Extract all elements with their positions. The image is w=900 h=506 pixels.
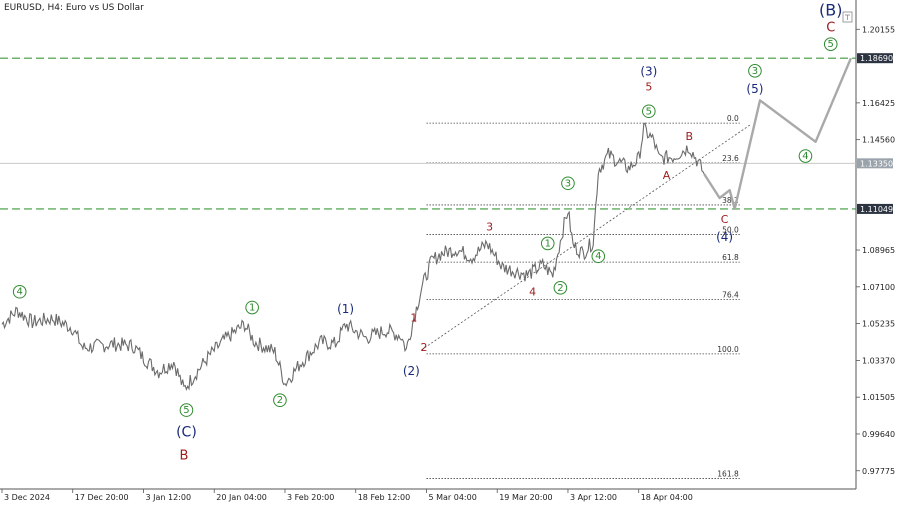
wave-labels: (B)C53(5)4(3)55BAC(4)31243412(2)(1)1245(…: [12, 1, 842, 463]
key-level-badge: [857, 53, 893, 64]
wave-label-circle: [12, 284, 27, 299]
wave-label-circle: [823, 37, 838, 51]
wave-label-circle: [245, 300, 259, 315]
fib-label: 50.0: [722, 226, 739, 235]
time-axis: 3 Dec 2024 17 Dec 20:00 3 Jan 12:00 20 Jan …: [1, 489, 693, 502]
wave-label-circle: [642, 104, 656, 119]
wave-label: 2: [277, 395, 283, 406]
y-tick-label: 1.03370: [862, 356, 895, 365]
wave-label: C: [826, 20, 835, 35]
wave-label-circle: [748, 64, 762, 78]
y-tick-label: 1.07100: [862, 283, 895, 292]
wave-label: (B): [819, 1, 842, 20]
wave-label: 5: [183, 405, 189, 416]
x-tick-label: 3 Apr 12:00: [570, 493, 617, 502]
wave-label: (C): [176, 424, 197, 440]
wave-label-circle: [591, 249, 606, 264]
wave-label: (2): [403, 364, 420, 378]
current-price-badge-label: 1.13350: [860, 159, 893, 168]
fib-label: 100.0: [717, 345, 739, 354]
wave-label: 5: [828, 39, 834, 50]
projection-line: [703, 57, 853, 211]
wave-label: (4): [716, 230, 733, 244]
wave-label: (1): [337, 302, 354, 316]
y-tick-label: 0.97775: [862, 467, 895, 476]
price-series: [1, 122, 705, 391]
wave-label: (5): [746, 82, 763, 96]
current-price-badge: [857, 158, 893, 169]
wave-label: 4: [529, 286, 536, 299]
x-tick-label: 3 Jan 12:00: [145, 493, 191, 502]
wave-label-circle: [179, 403, 194, 417]
wave-label: 3: [752, 66, 758, 77]
fib-label: 161.8: [717, 470, 739, 479]
wave-label: 1: [249, 303, 255, 314]
wave-label: 1: [545, 238, 551, 249]
key-level-badge: [857, 203, 893, 214]
wave-label: 2: [420, 341, 427, 354]
wave-label: 1: [410, 311, 417, 324]
wave-label: (3): [640, 64, 657, 78]
x-tick-label: 3 Dec 2024: [4, 493, 50, 502]
wave-label: 4: [16, 287, 22, 298]
y-tick-label: 1.05235: [862, 320, 895, 329]
price-line: [1, 122, 705, 391]
x-tick-label: 18 Apr 04:00: [641, 493, 693, 502]
wave-label-circle: [273, 393, 287, 408]
fib-label: 76.4: [722, 291, 739, 300]
y-tick-label: 1.20155: [862, 25, 895, 34]
y-tick-label: 0.99640: [862, 430, 895, 439]
key-level-badge-label: 1.18690: [860, 54, 893, 63]
price-axis: 1.20155 1.16425 1.14560 1.08965 1.07100 1.052…: [856, 25, 895, 476]
wave-label: 3: [565, 178, 571, 189]
key-level-badge-label: 1.11049: [860, 205, 893, 214]
fib-label: 38.2: [722, 196, 739, 205]
x-tick-label: 18 Feb 12:00: [358, 493, 410, 502]
x-tick-label: 3 Feb 20:00: [287, 493, 334, 502]
wave-label: 5: [646, 106, 652, 117]
y-tick-label: 1.14560: [862, 136, 895, 145]
wave-label: B: [179, 448, 188, 463]
wave-label: 5: [645, 81, 652, 94]
wave-label-circle: [561, 176, 575, 191]
key-levels: [0, 57, 856, 210]
x-tick-label: 20 Jan 04:00: [216, 493, 267, 502]
wave-label: C: [721, 213, 729, 226]
wave-label: 2: [557, 283, 563, 294]
wave-label: 3: [486, 221, 493, 234]
wave-label-circle: [540, 236, 555, 251]
wave-label: B: [685, 130, 693, 143]
window-list-icon[interactable]: [842, 11, 853, 23]
fib-label: 61.8: [722, 253, 739, 262]
symbol-info: EURUSD, H4: Euro vs US Dollar: [4, 3, 144, 13]
wave-label-circle: [798, 149, 813, 163]
wave-label-circle: [553, 280, 568, 295]
y-tick-label: 1.08965: [862, 246, 895, 255]
fibonacci-levels: 0.0 23.6 38.2 50.0 61.8 76.4 100.0 161.8: [426, 114, 740, 479]
x-tick-label: 5 Mar 04:00: [428, 493, 476, 502]
y-tick-label: 1.16425: [862, 99, 895, 108]
x-tick-label: 19 Mar 20:00: [499, 493, 552, 502]
fib-label: 0.0: [727, 114, 739, 123]
wave-label: 4: [802, 151, 808, 162]
wave-label: A: [663, 169, 671, 182]
fib-label: 23.6: [722, 154, 739, 163]
x-tick-label: 17 Dec 20:00: [75, 493, 129, 502]
wave-label: 4: [595, 251, 601, 262]
projection-series: [703, 57, 853, 211]
y-tick-label: 1.01505: [862, 393, 895, 402]
